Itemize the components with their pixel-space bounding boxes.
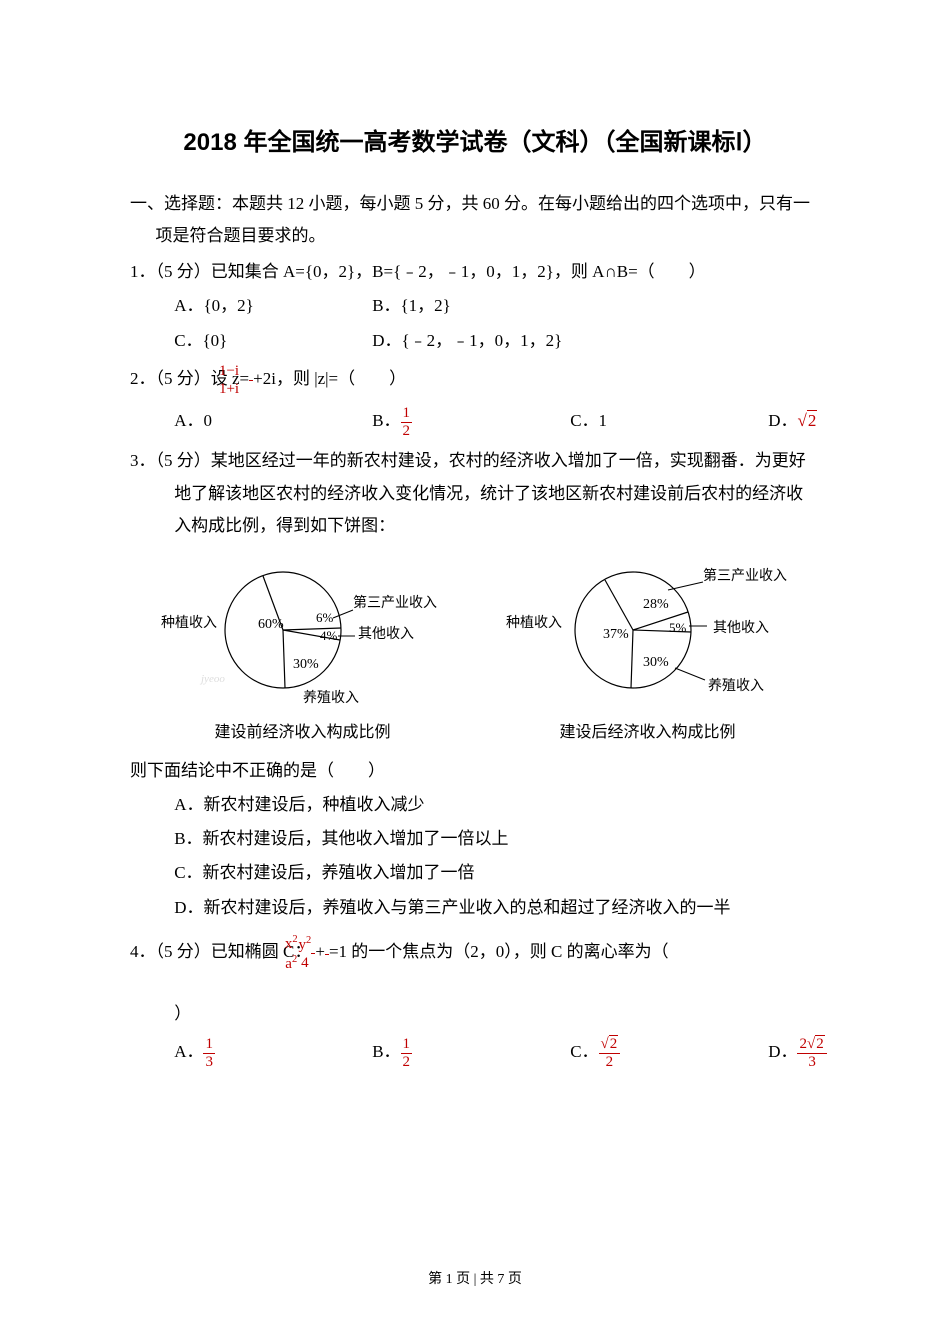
page-footer: 第 1 页 | 共 7 页	[0, 1267, 950, 1294]
q4-stem: 4．（5 分）已知椭圆 C：x2a2+y24=1 的一个焦点为（2，0），则 C…	[130, 934, 820, 972]
q4-option-c: C．22	[570, 1036, 730, 1070]
svg-text:其他收入: 其他收入	[713, 620, 769, 636]
q2-option-b: B．12	[372, 405, 532, 439]
after-caption: 建设后经济收入构成比例	[521, 718, 773, 748]
svg-text:养殖收入: 养殖收入	[708, 677, 764, 694]
q2-option-c: C．1	[570, 405, 730, 439]
q4-option-b: B．12	[372, 1036, 532, 1070]
q1-option-a: A．{0，2}	[174, 290, 334, 322]
q3-option-b: B．新农村建设后，其他收入增加了一倍以上	[130, 823, 820, 855]
svg-text:5%: 5%	[669, 620, 687, 635]
section-heading: 一、选择题：本题共 12 小题，每小题 5 分，共 60 分。在每小题给出的四个…	[130, 188, 820, 253]
pie-charts: 60% 6% 4% 30% 种植收入 第三产业收入 其他收入 养殖收入 jyeo…	[130, 552, 820, 712]
svg-text:种植收入: 种植收入	[161, 615, 217, 631]
q3-followup: 则下面结论中不正确的是（ ）	[130, 755, 820, 787]
question-4: 4．（5 分）已知椭圆 C：x2a2+y24=1 的一个焦点为（2，0），则 C…	[130, 934, 820, 1070]
q1-option-d: D．{﹣2，﹣1，0，1，2}	[372, 325, 562, 357]
q3-option-d: D．新农村建设后，养殖收入与第三产业收入的总和超过了经济收入的一半	[130, 892, 820, 924]
q4-option-a: A．13	[174, 1036, 334, 1070]
svg-text:种植收入: 种植收入	[506, 615, 562, 631]
svg-text:30%: 30%	[643, 655, 669, 670]
svg-text:养殖收入: 养殖收入	[303, 689, 359, 706]
q3-option-a: A．新农村建设后，种植收入减少	[130, 789, 820, 821]
svg-text:30%: 30%	[293, 657, 319, 672]
q1-stem: 1．（5 分）已知集合 A={0，2}，B={﹣2，﹣1，0，1，2}，则 A∩…	[130, 256, 820, 288]
q4-option-d: D．223	[768, 1036, 928, 1070]
q2-option-a: A．0	[174, 405, 334, 439]
svg-text:28%: 28%	[643, 597, 669, 612]
question-2: 2．（5 分）设 z=1−i1+i+2i，则 |z|=（ ） A．0 B．12 …	[130, 363, 820, 439]
q2-option-d: D．2	[768, 405, 928, 439]
question-3: 3．（5 分）某地区经过一年的新农村建设，农村的经济收入增加了一倍，实现翻番．为…	[130, 445, 820, 924]
pie-after: 37% 28% 5% 30% 种植收入 第三产业收入 其他收入 养殖收入	[498, 552, 798, 712]
pie-before: 60% 6% 4% 30% 种植收入 第三产业收入 其他收入 养殖收入 jyeo…	[153, 552, 453, 712]
exam-title: 2018 年全国统一高考数学试卷（文科）（全国新课标Ⅰ）	[130, 120, 820, 166]
svg-text:其他收入: 其他收入	[358, 626, 414, 642]
question-1: 1．（5 分）已知集合 A={0，2}，B={﹣2，﹣1，0，1，2}，则 A∩…	[130, 256, 820, 357]
svg-text:第三产业收入: 第三产业收入	[703, 567, 787, 584]
q4-close: ）	[130, 998, 820, 1030]
svg-text:4%: 4%	[320, 628, 338, 643]
q1-option-b: B．{1，2}	[372, 290, 451, 322]
q2-stem: 2．（5 分）设 z=1−i1+i+2i，则 |z|=（ ）	[130, 363, 820, 397]
q1-option-c: C．{0}	[174, 325, 334, 357]
q3-stem: 3．（5 分）某地区经过一年的新农村建设，农村的经济收入增加了一倍，实现翻番．为…	[130, 445, 820, 542]
svg-text:jyeoo: jyeoo	[199, 673, 225, 685]
before-caption: 建设前经济收入构成比例	[176, 718, 428, 748]
svg-text:第三产业收入: 第三产业收入	[353, 594, 437, 611]
svg-text:37%: 37%	[603, 627, 629, 642]
svg-text:6%: 6%	[316, 610, 334, 625]
svg-text:60%: 60%	[258, 617, 284, 632]
q3-option-c: C．新农村建设后，养殖收入增加了一倍	[130, 857, 820, 889]
